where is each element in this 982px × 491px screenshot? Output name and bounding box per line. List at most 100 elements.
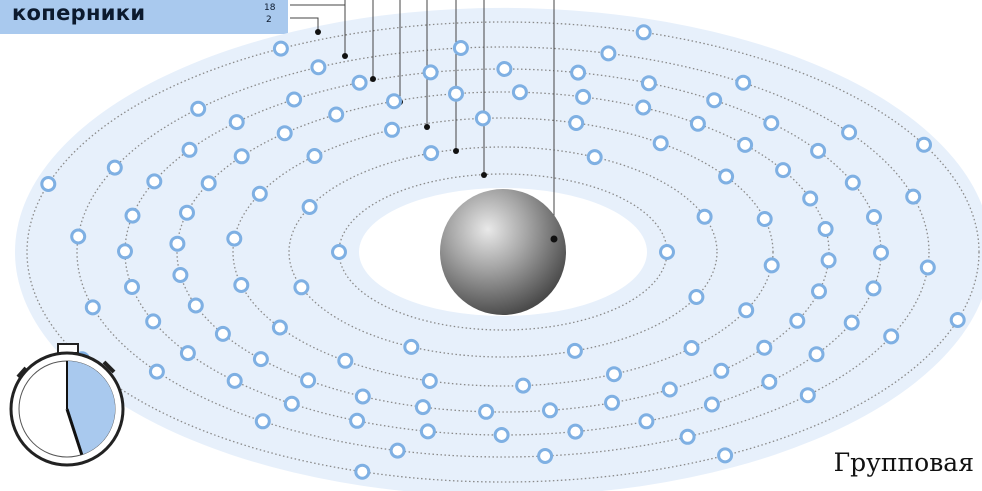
electron (148, 363, 165, 380)
nucleus-marker (550, 235, 558, 243)
electron (916, 136, 932, 153)
electron (181, 141, 198, 158)
leader-line (290, 17, 319, 32)
electron (866, 209, 882, 225)
electron (802, 190, 819, 207)
electron (493, 427, 510, 443)
electron (635, 24, 652, 41)
electron (679, 428, 696, 445)
electron (713, 362, 730, 379)
electron (706, 92, 723, 109)
electron (271, 319, 288, 336)
electron (635, 99, 652, 116)
electron (638, 413, 655, 430)
electron (570, 64, 587, 81)
electron (717, 447, 734, 464)
element-name-label: коперники (12, 1, 146, 25)
electron (389, 442, 406, 459)
electron (421, 373, 438, 389)
electron (789, 312, 806, 329)
electron (187, 297, 204, 314)
electron (300, 372, 317, 389)
electron (452, 40, 469, 56)
electron (683, 340, 700, 356)
electron (919, 259, 936, 276)
electron (949, 312, 966, 328)
electron (496, 61, 513, 77)
electron (810, 142, 827, 159)
electron (808, 346, 825, 363)
electron (293, 279, 310, 296)
orbit-line-4 (176, 91, 830, 413)
electron (349, 412, 366, 429)
electron (478, 403, 495, 420)
electron (403, 338, 420, 355)
electron (604, 394, 620, 411)
electron (763, 257, 780, 274)
electron (659, 244, 675, 260)
electron (568, 115, 585, 131)
electron (272, 40, 289, 57)
stopwatch-icon (9, 343, 125, 467)
electron (306, 148, 323, 164)
electron (735, 74, 752, 91)
electron (226, 372, 243, 389)
electron (70, 228, 87, 245)
electron (252, 351, 269, 368)
orbit-line-7 (26, 21, 980, 483)
shell-marker (342, 53, 348, 59)
electron (328, 106, 345, 123)
orbit-line-2 (288, 146, 718, 358)
electron (575, 88, 592, 105)
electron (600, 45, 617, 62)
electron (566, 342, 583, 359)
electron (737, 136, 754, 153)
electron (169, 235, 186, 252)
electron (422, 64, 439, 81)
electron (124, 207, 141, 224)
electron (537, 448, 554, 464)
electron (883, 328, 900, 345)
shell-marker (315, 29, 321, 35)
shell-marker (424, 124, 430, 130)
electron (511, 84, 528, 101)
shell-marker (481, 172, 487, 178)
electron (756, 339, 773, 356)
electron (873, 244, 889, 261)
electron (820, 252, 837, 269)
electron (718, 168, 735, 185)
electron (40, 176, 57, 192)
electron (696, 208, 713, 225)
electron (337, 352, 354, 369)
electron (228, 114, 245, 131)
shell-marker (370, 76, 376, 82)
electron (286, 91, 303, 108)
electron (515, 377, 532, 394)
orbit-line-6 (76, 46, 930, 458)
electron (117, 243, 133, 260)
electron (586, 149, 603, 166)
electron (106, 159, 123, 176)
electron (354, 388, 371, 405)
electron (567, 423, 584, 440)
element-name-banner: коперники 18 2 (0, 0, 288, 34)
electron (214, 325, 231, 342)
electron (414, 399, 431, 416)
electron (844, 174, 861, 191)
electron (761, 373, 778, 390)
stopwatch-fill (67, 360, 116, 455)
electron (124, 279, 140, 295)
electron (689, 115, 706, 132)
electron (606, 366, 622, 383)
electron (310, 59, 327, 76)
shell-number-label-1: 18 (264, 3, 276, 13)
leader-line (290, 0, 346, 6)
electron (448, 85, 464, 102)
electron (756, 211, 773, 227)
electron (799, 387, 816, 404)
electron (865, 280, 882, 297)
electron (703, 396, 720, 413)
electron (276, 125, 293, 142)
electron (661, 381, 678, 398)
